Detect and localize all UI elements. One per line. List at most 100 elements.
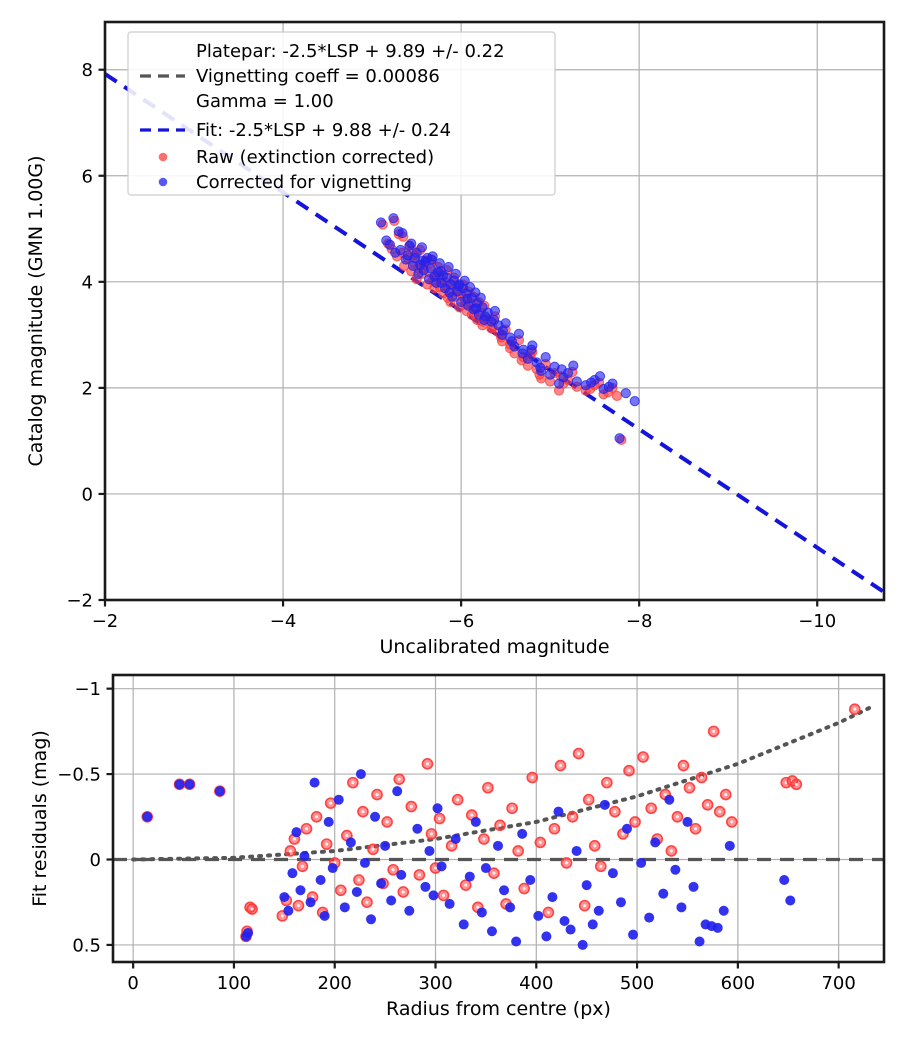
data-point-center bbox=[325, 842, 329, 846]
data-point bbox=[486, 926, 497, 937]
series-corrected-for-vignetting bbox=[375, 213, 640, 444]
data-point-center bbox=[687, 786, 691, 790]
data-point-center bbox=[464, 883, 468, 887]
data-point bbox=[644, 912, 655, 923]
data-point-center bbox=[522, 887, 526, 891]
data-point bbox=[724, 840, 735, 851]
x-tick-label: 0 bbox=[127, 973, 138, 994]
axes-frame bbox=[111, 673, 886, 964]
data-point bbox=[214, 786, 225, 797]
x-tick-label: 300 bbox=[418, 973, 452, 994]
data-point-center bbox=[375, 793, 379, 797]
data-point bbox=[333, 794, 344, 805]
legend-entry[interactable]: Gamma = 1.00 bbox=[196, 91, 334, 112]
data-point-center bbox=[339, 888, 343, 892]
data-point bbox=[545, 369, 556, 380]
data-point-center bbox=[663, 793, 667, 797]
data-point bbox=[395, 244, 406, 256]
legend-entry[interactable]: Fit: -2.5*LSP + 9.88 +/- 0.24 bbox=[140, 120, 451, 141]
data-point bbox=[174, 779, 185, 790]
data-point-center bbox=[530, 776, 534, 779]
legend-entry[interactable]: Vignetting coeff = 0.00086 bbox=[140, 66, 440, 87]
data-point bbox=[779, 875, 790, 885]
data-point bbox=[370, 811, 381, 822]
data-point-center bbox=[498, 823, 502, 827]
data-point bbox=[676, 902, 687, 913]
data-point bbox=[541, 931, 552, 942]
x-tick-label: −4 bbox=[270, 611, 297, 632]
data-point-center bbox=[613, 810, 617, 814]
data-point-center bbox=[510, 806, 514, 810]
data-point bbox=[664, 794, 675, 805]
y-axis-label: Fit residuals (mag) bbox=[29, 730, 51, 907]
data-layer bbox=[113, 703, 884, 950]
legend-entry[interactable]: Raw (extinction corrected) bbox=[158, 147, 434, 168]
y-tick-label: 0.5 bbox=[72, 935, 101, 956]
data-point-center bbox=[425, 762, 429, 766]
data-point bbox=[593, 905, 604, 916]
data-point bbox=[585, 377, 597, 388]
data-point-center bbox=[442, 893, 446, 897]
data-point bbox=[384, 239, 395, 250]
data-point bbox=[432, 803, 443, 814]
data-point bbox=[279, 892, 290, 903]
data-point-center bbox=[329, 801, 333, 805]
data-point-center bbox=[724, 793, 728, 797]
data-point bbox=[412, 823, 423, 834]
data-point-center bbox=[700, 776, 704, 779]
data-point-center bbox=[345, 834, 349, 838]
data-point bbox=[315, 875, 326, 885]
data-point-center bbox=[577, 752, 581, 756]
data-point bbox=[513, 328, 525, 339]
data-layer bbox=[105, 72, 884, 594]
data-point bbox=[404, 240, 415, 251]
data-point bbox=[351, 886, 362, 897]
data-point bbox=[420, 881, 431, 892]
data-point bbox=[492, 840, 503, 851]
legend-entry[interactable]: Platepar: -2.5*LSP + 9.89 +/- 0.22 bbox=[196, 41, 505, 62]
data-point bbox=[517, 348, 528, 359]
legend-label: Vignetting coeff = 0.00086 bbox=[196, 66, 440, 87]
data-point-center bbox=[470, 813, 474, 817]
data-point bbox=[497, 325, 509, 336]
data-point-center bbox=[794, 782, 798, 786]
data-point bbox=[392, 786, 403, 797]
data-point-center bbox=[571, 815, 575, 819]
y-tick-label: 6 bbox=[82, 166, 93, 187]
data-point bbox=[577, 939, 588, 950]
data-point bbox=[535, 362, 546, 373]
data-point bbox=[506, 336, 517, 347]
data-point bbox=[444, 287, 455, 298]
data-point bbox=[366, 914, 377, 925]
data-point bbox=[594, 371, 606, 382]
data-point bbox=[571, 376, 582, 387]
data-point bbox=[785, 895, 796, 906]
data-point bbox=[355, 769, 366, 780]
data-point bbox=[650, 837, 661, 848]
data-point-center bbox=[365, 900, 369, 904]
data-point bbox=[517, 828, 528, 839]
data-point bbox=[450, 834, 461, 844]
data-point bbox=[499, 885, 510, 896]
data-point bbox=[453, 280, 464, 292]
data-point bbox=[587, 919, 598, 930]
data-point bbox=[426, 254, 437, 265]
data-point bbox=[614, 433, 625, 444]
data-point bbox=[424, 845, 435, 856]
data-point-center bbox=[450, 844, 454, 848]
data-point-center bbox=[730, 820, 734, 824]
data-point bbox=[488, 314, 500, 326]
legend-label: Fit: -2.5*LSP + 9.88 +/- 0.24 bbox=[196, 120, 451, 141]
data-point-center bbox=[669, 849, 673, 853]
data-point bbox=[475, 292, 486, 303]
data-point bbox=[404, 905, 415, 916]
data-point-center bbox=[641, 755, 645, 759]
legend-entry[interactable]: Corrected for vignetting bbox=[158, 172, 412, 193]
legend-dot-icon bbox=[158, 177, 168, 187]
data-point-center bbox=[599, 864, 603, 868]
data-point bbox=[435, 266, 446, 277]
data-point bbox=[386, 895, 397, 906]
data-point-center bbox=[621, 832, 625, 836]
data-point-center bbox=[351, 781, 355, 785]
